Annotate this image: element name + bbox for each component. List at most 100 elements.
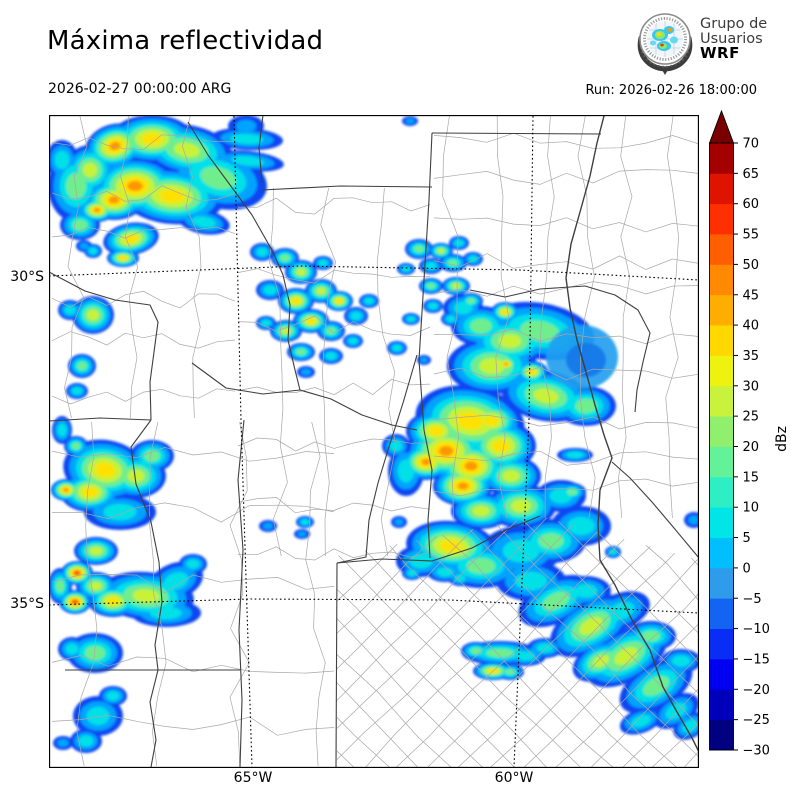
storm-cell-layer (538, 533, 564, 549)
storm-cell-layer (394, 518, 404, 526)
storm-cell-layer (503, 362, 509, 366)
colorbar-segment (709, 203, 734, 235)
province-border (336, 354, 418, 564)
county-boundary (51, 134, 235, 150)
wrf-user-group-logo: Grupo de Usuarios WRF (633, 8, 798, 78)
storm-cell-layer (306, 318, 316, 324)
storm-cell-layer (607, 601, 635, 621)
storm-cell-layer (505, 669, 515, 675)
storm-cell-layer (79, 242, 89, 250)
storm-cell-layer (108, 196, 120, 204)
storm-cell-layer (262, 522, 274, 530)
storm-cell-layer (533, 388, 559, 404)
province-border (187, 121, 301, 391)
storm-cell-layer (671, 655, 691, 667)
storm-cell-layer (364, 297, 374, 305)
colorbar-segment (709, 689, 734, 721)
storm-cell-layer (74, 571, 80, 575)
storm-cell-layer (72, 600, 78, 604)
county-boundary (237, 437, 431, 452)
colorbar-tick-label: 40 (743, 319, 760, 334)
logo-mini-map-icon (647, 21, 683, 57)
storm-cell-layer (107, 597, 119, 605)
storm-cell-layer (57, 423, 67, 437)
storm-cell-layer (614, 647, 638, 665)
storm-cell-layer (230, 133, 264, 145)
valid-time-label: 2026-02-27 00:00:00 ARG (48, 81, 232, 97)
county-boundary (433, 366, 699, 381)
county-boundary (337, 516, 537, 767)
county-boundary (337, 516, 493, 767)
storm-cell-layer (536, 643, 554, 653)
storm-cell-layer (297, 531, 307, 537)
storm-cell-layer (263, 285, 277, 295)
storm-cell-layer (567, 516, 595, 536)
county-boundary (567, 516, 699, 767)
storm-cell-layer (456, 412, 484, 430)
storm-cell-layer (335, 298, 343, 304)
storm-cell-layer (454, 239, 464, 247)
county-boundary (64, 115, 88, 419)
county-boundary (51, 447, 335, 462)
county-boundary (433, 281, 699, 297)
storm-cell-layer (466, 558, 496, 574)
county-boundary (237, 497, 431, 514)
storm-cell-layer (88, 247, 98, 255)
colorbar-segment (709, 719, 734, 751)
lon-label-60w: 60°W (494, 770, 534, 786)
storm-cell-layer (55, 579, 65, 593)
storm-cell-layer (483, 416, 499, 426)
storm-cell-layer (464, 461, 478, 471)
colorbar-segment (709, 476, 734, 508)
county-boundary (51, 331, 236, 349)
county-boundary (439, 516, 699, 767)
colorbar-segment (709, 325, 734, 356)
storm-cell-layer (520, 320, 560, 342)
storm-cell-layer (567, 488, 577, 496)
colorbar-tick-label: 5 (743, 531, 751, 546)
county-boundary (237, 315, 431, 336)
wrf-logo-badge (637, 13, 693, 75)
storm-cell-layer (479, 358, 505, 374)
county-boundary (51, 502, 335, 523)
colorbar-tick-label: −5 (743, 592, 762, 607)
colorbar-segment (709, 385, 734, 417)
colorbar-segment (709, 234, 734, 265)
storm-cell-layer (89, 547, 103, 555)
storm-cell-layer (71, 442, 81, 450)
storm-cell-layer (440, 539, 462, 553)
reflectivity-map (49, 115, 699, 768)
map-canvas (49, 115, 699, 768)
storm-cell-layer (528, 369, 536, 375)
storm-cell-layer (291, 297, 301, 305)
storm-cell-layer (296, 348, 306, 356)
county-boundary (51, 388, 236, 405)
colorbar-segment (709, 143, 734, 174)
colorbar-tick-label: 60 (743, 197, 760, 212)
storm-cell-layer (65, 173, 87, 199)
storm-cell-layer (419, 357, 429, 363)
storm-cell-layer (132, 589, 160, 603)
county-boundary (337, 516, 601, 767)
storm-cell-layer (316, 287, 326, 295)
storm-cell-layer (642, 630, 660, 642)
storm-cell-layer (397, 459, 415, 483)
storm-cell-layer (457, 482, 469, 490)
county-boundary (376, 187, 397, 557)
storm-cell-layer (200, 166, 236, 190)
province-borders (49, 115, 699, 768)
storm-cell-layer (93, 207, 101, 213)
county-boundary (51, 574, 335, 594)
storm-cell-layer (300, 368, 312, 376)
county-boundary (433, 132, 699, 149)
county-boundary (337, 516, 473, 767)
lat-label-30s: 30°S (10, 269, 44, 285)
province-border (258, 115, 264, 184)
storm-cell-layer (87, 309, 99, 321)
county-boundary (337, 516, 621, 767)
storm-cell-layer (300, 519, 310, 525)
county-boundary (433, 169, 699, 185)
province-border (418, 132, 433, 559)
county-boundary (320, 187, 336, 557)
storm-cell-layer (406, 316, 416, 322)
